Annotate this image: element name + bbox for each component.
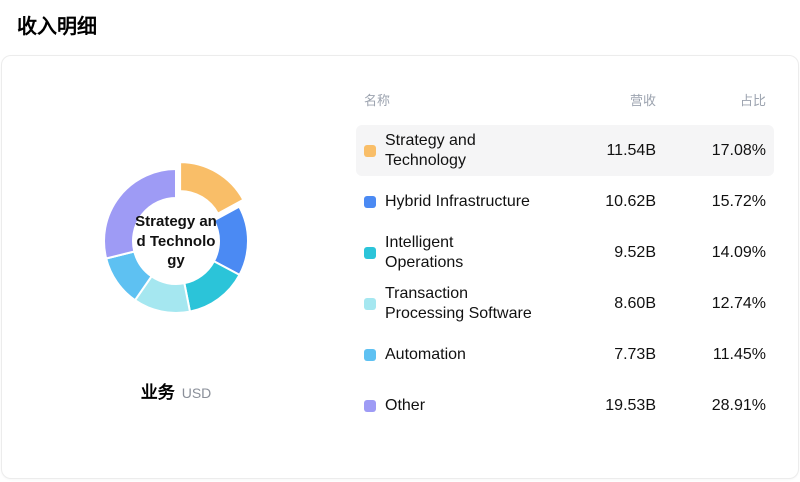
row-revenue: 10.62B [605,192,656,210]
row-name-cell: Automation [364,345,536,365]
table-row[interactable]: Hybrid Infrastructure 10.62B 15.72% [356,176,774,227]
revenue-table: 名称 营收 占比 Strategy and Technology 11.54B 17… [326,76,774,458]
chart-footer: 业务 USD [141,378,212,403]
row-name: Transaction Processing Software [385,284,532,322]
table-row[interactable]: Transaction Processing Software 8.60B 12.7… [356,278,774,329]
donut-segment-0[interactable] [179,161,245,215]
row-name-cell: Other [364,396,536,416]
row-revenue: 11.54B [606,141,656,159]
donut-svg [103,161,249,314]
header-revenue: 营收 [629,93,656,108]
legend-swatch [364,348,376,361]
header-name: 名称 [364,93,391,108]
legend-swatch [364,399,376,412]
revenue-card: Strategy and Technology 业务 USD 名称 营收 占比 … [1,55,799,479]
row-revenue: 19.53B [605,396,656,414]
row-revenue: 7.73B [614,345,656,363]
row-name-cell: Transaction Processing Software [364,284,536,324]
row-name: Other [385,396,426,414]
page-title: 收入明细 [17,16,97,38]
table-header-row: 名称 营收 占比 [356,84,774,125]
row-share: 11.45% [712,345,766,363]
row-name: Intelligent Operations [385,233,464,271]
legend-swatch [364,195,376,208]
legend-swatch [364,297,376,310]
row-name: Hybrid Infrastructure [385,192,530,210]
header-share: 占比 [739,93,766,108]
row-share: 17.08% [711,141,766,159]
row-revenue: 9.52B [614,243,656,261]
donut-center-label: Strategy and Technology [135,212,217,269]
row-share: 28.91% [711,396,766,414]
table-row[interactable]: Other 19.53B 28.91% [356,380,774,431]
table-row[interactable]: Intelligent Operations 9.52B 14.09% [356,227,774,278]
table-row[interactable]: Automation 7.73B 11.45% [356,329,774,380]
chart-footer-label: 业务 [140,383,175,402]
chart-column: Strategy and Technology 业务 USD [26,76,326,458]
donut-segment-5[interactable] [103,167,177,260]
row-share: 15.72% [711,192,766,210]
donut-chart: Strategy and Technology [81,146,271,336]
legend-swatch [364,246,376,259]
row-name: Strategy and Technology [385,131,476,169]
legend-swatch [364,144,376,157]
row-name-cell: Strategy and Technology [364,131,536,171]
row-share: 12.74% [711,294,766,312]
row-share: 14.09% [711,243,766,261]
table-body: Strategy and Technology 11.54B 17.08% Hybri… [356,125,774,431]
row-name-cell: Hybrid Infrastructure [364,192,536,212]
row-name-cell: Intelligent Operations [364,233,536,273]
row-revenue: 8.60B [614,294,656,312]
table-row[interactable]: Strategy and Technology 11.54B 17.08% [356,125,774,176]
row-name: Automation [385,345,466,363]
chart-footer-unit: USD [181,385,212,401]
